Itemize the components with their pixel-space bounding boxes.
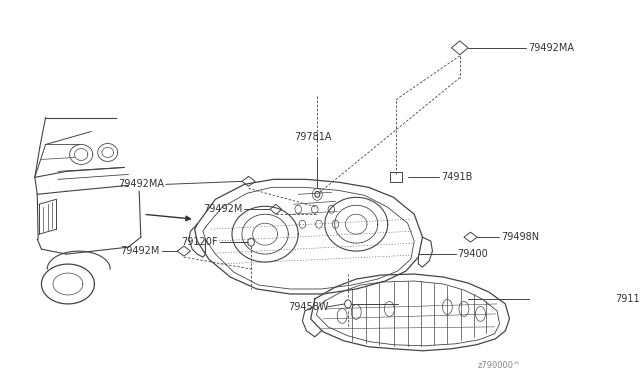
Text: 7491B: 7491B bbox=[441, 172, 472, 182]
Text: z790000^: z790000^ bbox=[477, 361, 520, 370]
Text: 79781A: 79781A bbox=[294, 132, 332, 141]
Text: 79400: 79400 bbox=[458, 249, 488, 259]
Text: 79492MA: 79492MA bbox=[529, 43, 575, 53]
Text: 79458W: 79458W bbox=[288, 302, 329, 312]
Text: 79492MA: 79492MA bbox=[118, 179, 164, 189]
Text: 79110: 79110 bbox=[614, 294, 640, 304]
Text: 79498N: 79498N bbox=[501, 232, 540, 242]
Bar bbox=[390, 172, 402, 182]
Text: 79492M: 79492M bbox=[204, 204, 243, 214]
Text: 79120F: 79120F bbox=[181, 237, 218, 247]
Text: 79492M: 79492M bbox=[120, 246, 160, 256]
